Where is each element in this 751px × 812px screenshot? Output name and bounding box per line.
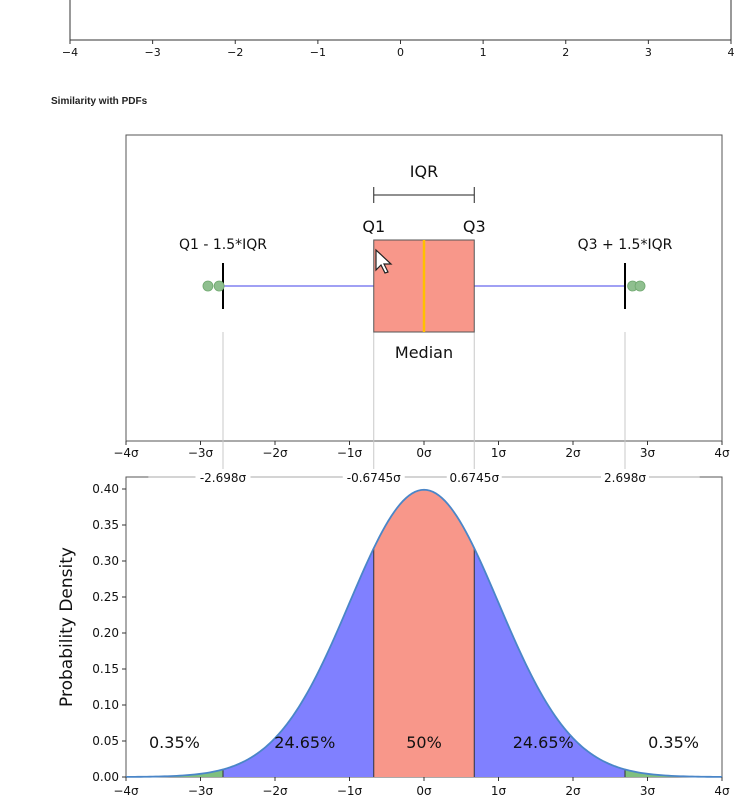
pdf-panel: 0.35% 24.65% 50% 24.65% 0.35% -2.698σ -0.6745σ… [57,469,730,798]
pdf-region [625,769,722,777]
y-tick-label: 0.00 [92,770,119,784]
x-tick-label: −4σ [113,446,139,460]
boundary-label-bg [195,469,251,485]
y-tick-label: 0.05 [92,734,119,748]
outlier-point [634,280,646,292]
x-tick-label: 0 [397,46,404,59]
region-label: 0.35% [149,733,200,752]
pdf-region [126,769,223,777]
boundary-label: -2.698σ [200,471,247,485]
x-tick-label: −3 [145,46,161,59]
pdf-region [474,548,626,777]
x-tick-label: 2 [562,46,569,59]
y-tick-label: 0.35 [92,518,119,532]
pdf-region [222,548,374,777]
y-tick-label: 0.10 [92,698,119,712]
x-tick-label: 1 [480,46,487,59]
y-tick-label: 0.20 [92,626,119,640]
x-tick-label: 3 [645,46,652,59]
x-tick-label: −2σ [262,784,288,798]
q1-label: Q1 [362,217,385,236]
x-tick-label: 3σ [640,784,656,798]
boundary-label: 0.6745σ [449,471,499,485]
x-tick-label: 4σ [714,446,730,460]
x-tick-label: −1 [310,46,326,59]
y-tick-label: 0.15 [92,662,119,676]
y-tick-label: 0.30 [92,554,119,568]
region-label: 50% [406,733,442,752]
x-tick-label: −1σ [337,446,363,460]
section-title: Similarity with PDFs [51,96,148,107]
x-tick-label: −4 [62,46,78,59]
boxplot-panel: IQR Q1 Q3 Q1 - 1.5*IQR Q3 + 1.5*IQR Median −4σ… [113,134,730,777]
x-tick-label: −1σ [337,784,363,798]
x-tick-label: 2σ [565,784,581,798]
outlier-point [202,280,214,292]
x-tick-label: −4σ [113,784,139,798]
x-tick-label: −3σ [188,446,214,460]
top-partial-axis: −4 −3 −2 −1 0 1 2 3 4 [62,0,735,59]
boundary-label: -0.6745σ [347,471,401,485]
q3-label: Q3 [463,217,486,236]
x-tick-label: 3σ [640,446,656,460]
x-tick-label: −2 [227,46,243,59]
low-whisker-label: Q1 - 1.5*IQR [179,237,267,253]
x-tick-label: 0σ [416,446,432,460]
mouse-cursor-icon [375,248,393,274]
boundary-label-bg [342,469,405,485]
x-tick-label: 4 [728,46,735,59]
pdf-curve [125,488,723,778]
high-whisker-label: Q3 + 1.5*IQR [578,237,673,253]
iqr-label: IQR [410,162,438,181]
region-label: 24.65% [274,733,335,752]
region-label: 24.65% [513,733,574,752]
y-tick-label: 0.25 [92,590,119,604]
x-tick-label: 0σ [416,784,432,798]
x-tick-label: −2σ [262,446,288,460]
outlier-point [213,280,225,292]
y-tick-label: 0.40 [92,482,119,496]
region-label: 0.35% [648,733,699,752]
x-tick-label: 2σ [565,446,581,460]
boundary-label-bg [446,469,502,485]
x-tick-label: −3σ [188,784,214,798]
pdf-region [373,489,475,777]
x-tick-label: 4σ [714,784,730,798]
y-axis-label: Probability Density [57,547,77,707]
x-tick-label: 1σ [491,784,507,798]
x-tick-label: 1σ [491,446,507,460]
boundary-label: 2.698σ [604,471,646,485]
median-label: Median [395,343,453,362]
boundary-label-bg [601,469,650,485]
